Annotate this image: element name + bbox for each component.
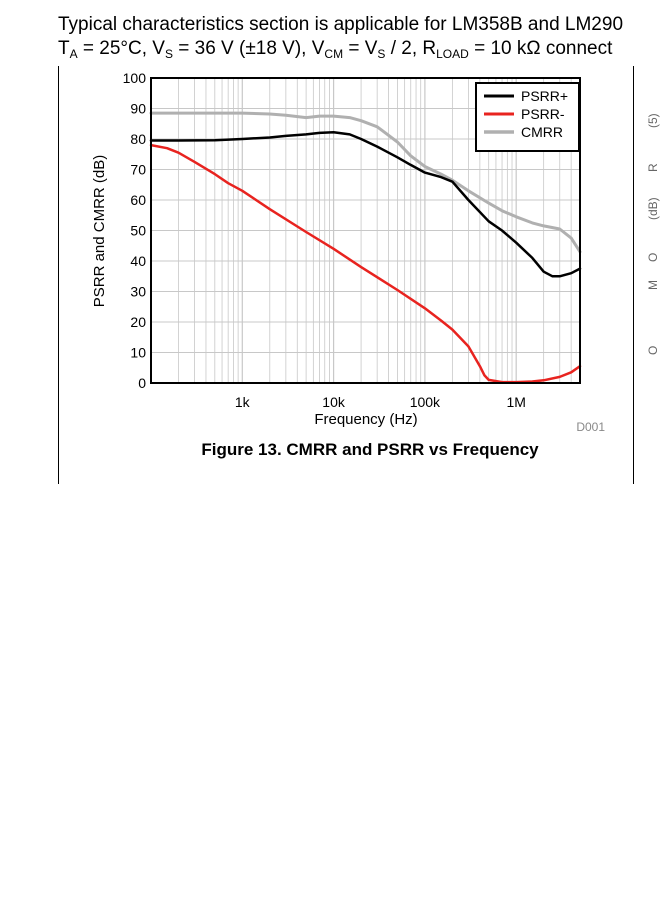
hdr-b-sub: CM bbox=[324, 47, 344, 61]
figure-code: D001 bbox=[576, 420, 605, 434]
x-tick-label: 1M bbox=[506, 394, 525, 410]
y-tick-label: 10 bbox=[130, 345, 146, 361]
plot-frame bbox=[150, 77, 581, 384]
x-tick-label: 100k bbox=[410, 394, 441, 410]
hdr-e: = 10 kΩ connect bbox=[468, 38, 613, 59]
y-tick-label: 100 bbox=[123, 70, 147, 86]
series-line-psrrplus bbox=[149, 131, 582, 278]
legend-label: PSRR+ bbox=[521, 88, 568, 104]
hdr-c: = V bbox=[343, 38, 378, 59]
y-tick-label: 0 bbox=[138, 375, 146, 391]
hdr-a-sub: S bbox=[164, 47, 173, 61]
hdr-c-sub: S bbox=[377, 47, 386, 61]
left-rule bbox=[58, 66, 59, 484]
chart: 0 10 20 30 40 50 60 70 80 90 100 1k 10k 100k 1M PSRR … bbox=[91, 70, 605, 459]
x-tick-label: 1k bbox=[235, 394, 251, 410]
y-tick-labels: 0 10 20 30 40 50 60 70 80 90 100 bbox=[123, 70, 147, 391]
hdr-b: = 36 V (±18 V), V bbox=[172, 38, 325, 59]
legend-label: CMRR bbox=[521, 124, 563, 140]
series-line-cmrr bbox=[149, 111, 582, 254]
right-rule bbox=[633, 66, 634, 484]
y-tick-label: 90 bbox=[130, 101, 146, 117]
legend-label: PSRR- bbox=[521, 106, 565, 122]
hdr-d: / 2, R bbox=[385, 38, 437, 59]
y-tick-label: 60 bbox=[130, 192, 146, 208]
header-line-1: Typical characteristics section is appli… bbox=[58, 14, 624, 35]
hdr-a: = 25°C, V bbox=[77, 38, 165, 59]
y-tick-label: 70 bbox=[130, 162, 146, 178]
series-lines bbox=[149, 111, 582, 384]
y-tick-label: 80 bbox=[130, 131, 146, 147]
x-tick-label: 10k bbox=[322, 394, 346, 410]
y-tick-label: 20 bbox=[130, 314, 146, 330]
figure-caption: Figure 13. CMRR and PSRR vs Frequency bbox=[201, 440, 539, 459]
hdr-d-sub: LOAD bbox=[436, 47, 469, 61]
header-line-2: TA = 25°C, VS = 36 V (±18 V), VCM = VS /… bbox=[58, 38, 612, 60]
legend-box bbox=[475, 82, 580, 152]
hdr-t-sub: A bbox=[69, 47, 78, 61]
y-tick-label: 50 bbox=[130, 223, 146, 239]
y-tick-label: 30 bbox=[130, 284, 146, 300]
x-tick-labels: 1k 10k 100k 1M bbox=[235, 394, 526, 410]
series-line-psrrminus bbox=[149, 143, 582, 384]
legend: PSRR+ PSRR- CMRR bbox=[475, 82, 580, 152]
hdr-t: T bbox=[58, 38, 70, 59]
y-axis-label: PSRR and CMRR (dB) bbox=[91, 155, 108, 308]
y-tick-label: 40 bbox=[130, 253, 146, 269]
x-axis-label: Frequency (Hz) bbox=[314, 411, 417, 428]
